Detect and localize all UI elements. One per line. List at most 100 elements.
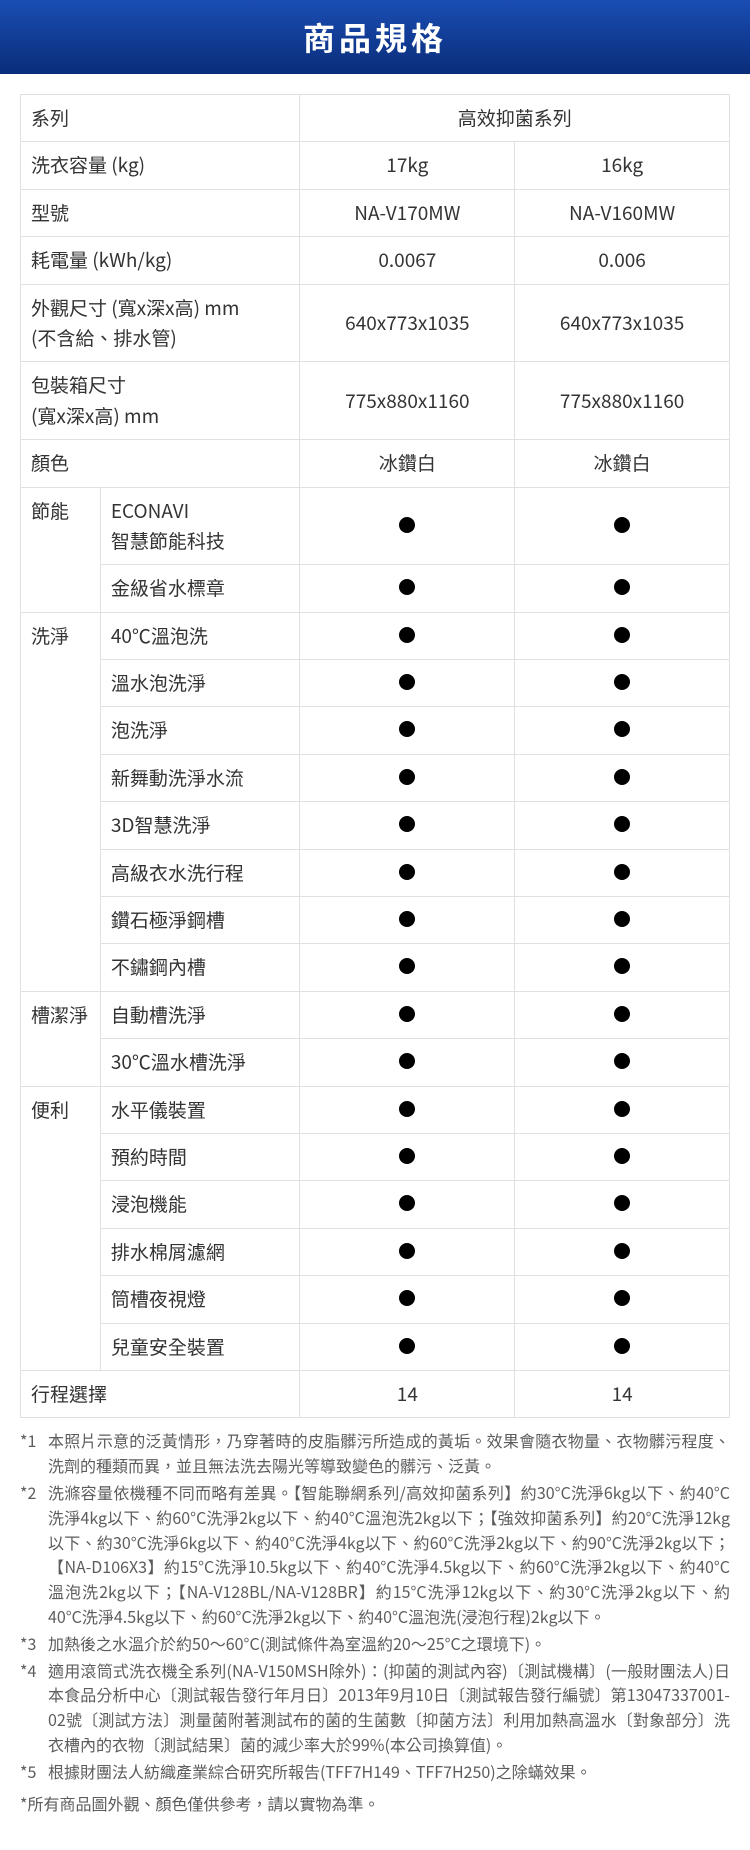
feature-dot: [399, 911, 415, 927]
row-value: 16kg: [515, 142, 730, 189]
spec-row: 高級衣水洗行程: [21, 849, 730, 896]
feature-value: [515, 660, 730, 707]
feature-dot: [399, 1101, 415, 1117]
feature-value: [515, 612, 730, 659]
feature-label: 溫水泡洗淨: [100, 660, 300, 707]
feature-dot: [614, 1148, 630, 1164]
spec-row: 筒槽夜視燈: [21, 1276, 730, 1323]
feature-value: [515, 1276, 730, 1323]
feature-value: [300, 1039, 515, 1086]
feature-value: [515, 1228, 730, 1275]
feature-dot: [614, 1195, 630, 1211]
footnote: *3加熱後之水溫介於約50～60°C(測試條件為室溫約20～25°C之環境下)。: [20, 1631, 730, 1656]
footnote-number: *5: [20, 1759, 48, 1784]
row-label: 耗電量 (kWh/kg): [21, 237, 300, 284]
spec-row: 3D智慧洗淨: [21, 802, 730, 849]
footnote-text: 適用滾筒式洗衣機全系列(NA-V150MSH除外)：(抑菌的測試內容)〔測試機構…: [48, 1658, 730, 1757]
feature-label: 泡洗淨: [100, 707, 300, 754]
row-label: 外觀尺寸 (寬x深x高) mm(不含給、排水管): [21, 284, 300, 362]
feature-dot: [399, 958, 415, 974]
feature-dot: [614, 1101, 630, 1117]
feature-dot: [399, 579, 415, 595]
footnote-number: *1: [20, 1428, 48, 1478]
spec-row: 耗電量 (kWh/kg)0.00670.006: [21, 237, 730, 284]
row-value: NA-V160MW: [515, 189, 730, 236]
spec-row: 外觀尺寸 (寬x深x高) mm(不含給、排水管)640x773x1035640x…: [21, 284, 730, 362]
feature-label: 金級省水標章: [100, 565, 300, 612]
feature-label: ECONAVI智慧節能科技: [100, 487, 300, 565]
spec-row: 槽潔淨自動槽洗淨: [21, 991, 730, 1038]
group-label: 節能: [21, 487, 101, 612]
feature-dot: [399, 1338, 415, 1354]
feature-dot: [614, 864, 630, 880]
feature-dot: [614, 1243, 630, 1259]
feature-value: [515, 754, 730, 801]
feature-value: [300, 1323, 515, 1370]
feature-dot: [614, 1290, 630, 1306]
feature-value: [515, 897, 730, 944]
row-value: 冰鑽白: [300, 440, 515, 487]
feature-dot: [614, 517, 630, 533]
feature-value: [515, 1181, 730, 1228]
feature-dot: [614, 769, 630, 785]
spec-row: 節能ECONAVI智慧節能科技: [21, 487, 730, 565]
feature-label: 新舞動洗淨水流: [100, 754, 300, 801]
feature-value: [515, 991, 730, 1038]
feature-value: [300, 991, 515, 1038]
feature-label: 高級衣水洗行程: [100, 849, 300, 896]
feature-dot: [614, 674, 630, 690]
feature-dot: [614, 579, 630, 595]
row-value: 640x773x1035: [515, 284, 730, 362]
feature-value: [515, 1086, 730, 1133]
row-label: 型號: [21, 189, 300, 236]
row-value: 14: [515, 1370, 730, 1417]
feature-dot: [399, 864, 415, 880]
feature-value: [300, 1086, 515, 1133]
feature-label: 自動槽洗淨: [100, 991, 300, 1038]
feature-dot: [614, 816, 630, 832]
footnotes: *1本照片示意的泛黃情形，乃穿著時的皮脂髒污所造成的黃垢。效果會隨衣物量、衣物髒…: [20, 1428, 730, 1783]
feature-dot: [614, 627, 630, 643]
feature-dot: [399, 517, 415, 533]
feature-value: [515, 707, 730, 754]
spec-row: 行程選擇1414: [21, 1370, 730, 1417]
feature-value: [300, 849, 515, 896]
row-label: 行程選擇: [21, 1370, 300, 1417]
spec-row: 包裝箱尺寸(寬x深x高) mm775x880x1160775x880x1160: [21, 362, 730, 440]
footnote: *1本照片示意的泛黃情形，乃穿著時的皮脂髒污所造成的黃垢。效果會隨衣物量、衣物髒…: [20, 1428, 730, 1478]
row-label: 包裝箱尺寸(寬x深x高) mm: [21, 362, 300, 440]
feature-label: 筒槽夜視燈: [100, 1276, 300, 1323]
feature-dot: [614, 721, 630, 737]
spec-row: 兒童安全裝置: [21, 1323, 730, 1370]
group-label: 槽潔淨: [21, 991, 101, 1086]
feature-dot: [614, 1053, 630, 1069]
footnote-text: 本照片示意的泛黃情形，乃穿著時的皮脂髒污所造成的黃垢。效果會隨衣物量、衣物髒污程…: [48, 1428, 730, 1478]
feature-label: 浸泡機能: [100, 1181, 300, 1228]
feature-value: [300, 1133, 515, 1180]
feature-value: [300, 1228, 515, 1275]
row-value: 0.006: [515, 237, 730, 284]
spec-row: 溫水泡洗淨: [21, 660, 730, 707]
feature-value: [300, 944, 515, 991]
feature-value: [515, 1323, 730, 1370]
feature-label: 3D智慧洗淨: [100, 802, 300, 849]
feature-value: [300, 707, 515, 754]
spec-row: 系列高效抑菌系列: [21, 95, 730, 142]
feature-label: 排水棉屑濾網: [100, 1228, 300, 1275]
feature-dot: [399, 1290, 415, 1306]
feature-dot: [399, 769, 415, 785]
feature-value: [515, 944, 730, 991]
footnote-text: 根據財團法人紡織產業綜合研究所報告(TFF7H149、TFF7H250)之除蟎效…: [48, 1759, 730, 1784]
footnote: *2洗滌容量依機種不同而略有差異。【智能聯網系列/高效抑菌系列】約30°C洗淨6…: [20, 1480, 730, 1629]
footnote-number: *4: [20, 1658, 48, 1757]
feature-dot: [399, 1053, 415, 1069]
spec-row: 鑽石極淨鋼槽: [21, 897, 730, 944]
row-value: 高效抑菌系列: [300, 95, 730, 142]
spec-row: 洗淨40℃溫泡洗: [21, 612, 730, 659]
spec-table: 系列高效抑菌系列洗衣容量 (kg)17kg16kg型號NA-V170MWNA-V…: [20, 94, 730, 1418]
feature-value: [300, 1181, 515, 1228]
feature-value: [515, 1039, 730, 1086]
feature-dot: [614, 958, 630, 974]
spec-row: 金級省水標章: [21, 565, 730, 612]
feature-dot: [614, 1006, 630, 1022]
